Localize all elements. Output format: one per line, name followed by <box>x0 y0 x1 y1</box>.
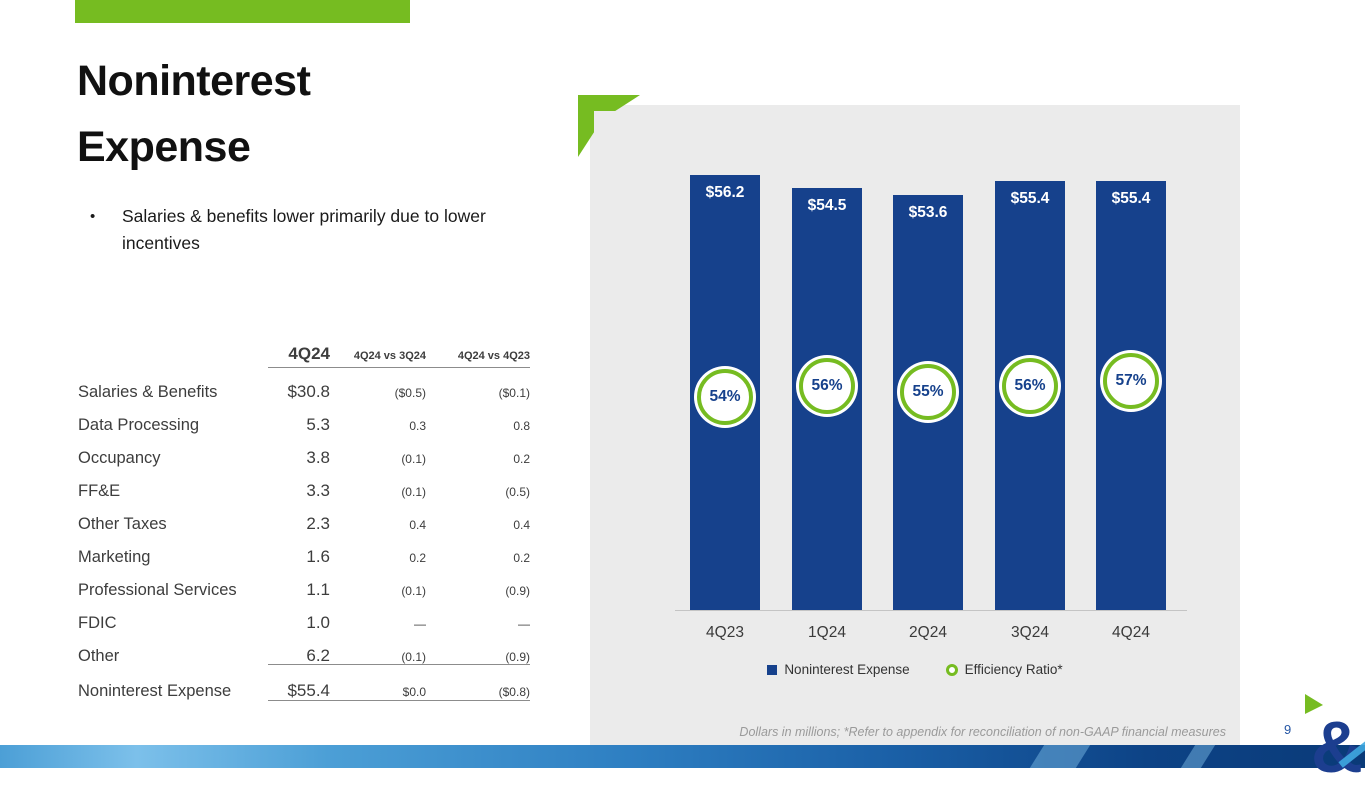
row-label: Occupancy <box>78 449 161 467</box>
row-value-vs4q23: 0.2 <box>513 452 530 466</box>
row-label: Other <box>78 647 120 665</box>
page-number: 9 <box>1284 722 1292 737</box>
col-header-4q24-vs-4q23: 4Q24 vs 4Q23 <box>457 350 530 362</box>
legend-square-marker-icon <box>767 664 778 675</box>
legend-item: Efficiency Ratio* <box>945 662 1063 677</box>
efficiency-ratio-marker: 56% <box>1002 358 1058 414</box>
table-row: Data Processing 5.3 0.3 0.8 <box>78 409 530 442</box>
total-value-4q24: $55.4 <box>287 681 330 700</box>
x-axis-label: 3Q24 <box>1011 624 1049 641</box>
x-axis-label: 1Q24 <box>808 624 846 641</box>
row-value-4q24: 3.3 <box>306 481 330 500</box>
row-value-vs3q24: 0.4 <box>409 518 426 532</box>
header-rule <box>268 367 530 368</box>
row-label: Data Processing <box>78 416 200 434</box>
row-value-vs4q23: ($0.1) <box>498 386 530 400</box>
chart-legend: Noninterest Expense Efficiency Ratio* <box>590 662 1240 677</box>
bar-value-label: $56.2 <box>705 184 745 201</box>
row-value-vs4q23: — <box>518 617 530 631</box>
row-value-vs3q24: (0.1) <box>401 485 426 499</box>
total-value-vs4q23: ($0.8) <box>498 685 530 699</box>
bar-value-label: $55.4 <box>1111 190 1151 207</box>
bottom-gradient-bar <box>0 745 1365 768</box>
chart-panel: $56.2 54% 4Q23 $54.5 56% 1Q24 $53.6 55% 2Q24 $55.… <box>590 105 1240 745</box>
row-value-4q24: 1.1 <box>306 580 330 599</box>
table-row: Other Taxes 2.3 0.4 0.4 <box>78 508 530 541</box>
expense-table-body: Salaries & Benefits $30.8 ($0.5) ($0.1) Data… <box>78 376 530 673</box>
row-label: Salaries & Benefits <box>78 383 218 401</box>
bar-value-label: $55.4 <box>1010 190 1050 207</box>
bullet-marker: • <box>90 208 96 225</box>
page-title-line2: Expense <box>77 123 251 171</box>
row-value-vs3q24: (0.1) <box>401 650 426 664</box>
page-title-line1: Noninterest <box>77 57 311 105</box>
row-value-vs3q24: ($0.5) <box>394 386 426 400</box>
row-label: Marketing <box>78 548 151 566</box>
efficiency-ratio-marker: 57% <box>1103 353 1159 409</box>
row-value-vs4q23: 0.4 <box>513 518 530 532</box>
col-header-4q24-vs-3q24: 4Q24 vs 3Q24 <box>353 350 426 362</box>
row-value-4q24: 6.2 <box>306 646 330 665</box>
legend-item: Noninterest Expense <box>767 662 910 677</box>
page-title: Noninterest Expense <box>77 48 311 180</box>
row-value-vs3q24: (0.1) <box>401 584 426 598</box>
row-value-vs3q24: (0.1) <box>401 452 426 466</box>
row-label: Other Taxes <box>78 515 167 533</box>
x-axis-label: 2Q24 <box>909 624 947 641</box>
row-label: FDIC <box>78 614 117 632</box>
total-value-vs3q24: $0.0 <box>402 685 426 699</box>
bottom-bar-stripe <box>1180 745 1215 768</box>
legend-label: Efficiency Ratio* <box>964 662 1063 677</box>
expense-table: 4Q24 4Q24 vs 3Q24 4Q24 vs 4Q23 Salaries … <box>78 342 530 710</box>
table-row: Professional Services 1.1 (0.1) (0.9) <box>78 574 530 607</box>
table-row: Marketing 1.6 0.2 0.2 <box>78 541 530 574</box>
row-value-vs4q23: (0.9) <box>505 584 530 598</box>
efficiency-ratio-marker: 56% <box>799 358 855 414</box>
bottom-bar-stripe <box>1030 745 1091 768</box>
table-row: Other 6.2 (0.1) (0.9) <box>78 640 530 673</box>
company-logo: & <box>1301 694 1365 784</box>
bar-value-label: $54.5 <box>807 197 847 214</box>
table-total-row: Noninterest Expense $55.4 $0.0 ($0.8) <box>78 673 530 710</box>
x-axis-label: 4Q24 <box>1112 624 1150 641</box>
bar-chart-plot: $56.2 54% 4Q23 $54.5 56% 1Q24 $53.6 55% 2Q24 $55.… <box>590 105 1240 745</box>
row-label: FF&E <box>78 482 121 500</box>
row-value-vs3q24: — <box>414 617 426 631</box>
total-label: Noninterest Expense <box>78 682 232 700</box>
row-value-4q24: 1.6 <box>306 547 330 566</box>
x-axis-label: 4Q23 <box>706 624 744 641</box>
legend-circle-marker-icon <box>945 663 958 676</box>
row-value-vs4q23: (0.5) <box>505 485 530 499</box>
total-rule <box>268 700 530 701</box>
row-value-vs3q24: 0.3 <box>409 419 426 433</box>
row-value-4q24: 1.0 <box>306 613 330 632</box>
efficiency-ratio-marker: 54% <box>697 369 753 425</box>
legend-label: Noninterest Expense <box>784 662 910 677</box>
col-header-4q24: 4Q24 <box>288 344 330 363</box>
table-row: Salaries & Benefits $30.8 ($0.5) ($0.1) <box>78 376 530 409</box>
x-axis-line <box>675 610 1187 611</box>
table-row: Occupancy 3.8 (0.1) 0.2 <box>78 442 530 475</box>
table-header-row: 4Q24 4Q24 vs 3Q24 4Q24 vs 4Q23 <box>78 342 530 368</box>
top-green-accent-bar <box>75 0 410 23</box>
bullet-item: • Salaries & benefits lower primarily du… <box>90 203 520 257</box>
chart-footnote: Dollars in millions; *Refer to appendix … <box>739 725 1226 739</box>
table-row: FF&E 3.3 (0.1) (0.5) <box>78 475 530 508</box>
row-value-vs3q24: 0.2 <box>409 551 426 565</box>
row-value-vs4q23: (0.9) <box>505 650 530 664</box>
table-row: FDIC 1.0 — — <box>78 607 530 640</box>
efficiency-ratio-marker: 55% <box>900 364 956 420</box>
row-value-vs4q23: 0.8 <box>513 419 530 433</box>
row-value-4q24: $30.8 <box>287 382 330 401</box>
row-value-vs4q23: 0.2 <box>513 551 530 565</box>
row-label: Professional Services <box>78 581 237 599</box>
row-value-4q24: 3.8 <box>306 448 330 467</box>
subtotal-rule <box>268 664 530 665</box>
bar-value-label: $53.6 <box>908 204 948 221</box>
bullet-text: Salaries & benefits lower primarily due … <box>122 206 486 253</box>
row-value-4q24: 2.3 <box>306 514 330 533</box>
row-value-4q24: 5.3 <box>306 415 330 434</box>
